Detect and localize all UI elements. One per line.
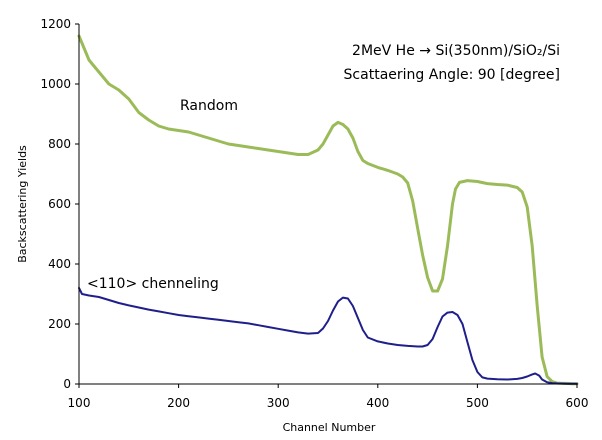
y-tick-label: 1000 xyxy=(40,77,71,91)
annotation-scattering-angle: Scattaering Angle: 90 [degree] xyxy=(344,67,560,83)
y-axis-title: Backscattering Yields xyxy=(16,145,29,263)
x-axis-title: Channel Number xyxy=(283,421,376,434)
series-label-channeling: <110> chenneling xyxy=(87,276,219,292)
x-tick-label: 500 xyxy=(466,396,489,410)
series-line-random xyxy=(77,34,579,386)
plot-area xyxy=(77,34,579,386)
x-tick-label: 600 xyxy=(566,396,589,410)
y-tick-label: 200 xyxy=(48,317,71,331)
series-line-channeling xyxy=(78,287,578,385)
y-tick-label: 400 xyxy=(48,257,71,271)
labels: 2MeV He → Si(350nm)/SiO₂/Si Scattaering … xyxy=(16,43,560,434)
y-tick-label: 0 xyxy=(63,377,71,391)
x-tick-label: 100 xyxy=(68,396,91,410)
x-tick-label: 200 xyxy=(167,396,190,410)
x-tick-label: 300 xyxy=(267,396,290,410)
annotation-experiment: 2MeV He → Si(350nm)/SiO₂/Si xyxy=(352,43,560,59)
axes: 0 200 400 600 800 1000 1200 100 200 300 400 500 600 xyxy=(40,17,588,410)
series-label-random: Random xyxy=(180,98,238,114)
y-tick-label: 1200 xyxy=(40,17,71,31)
y-tick-label: 800 xyxy=(48,137,71,151)
x-tick-label: 400 xyxy=(366,396,389,410)
y-tick-label: 600 xyxy=(48,197,71,211)
